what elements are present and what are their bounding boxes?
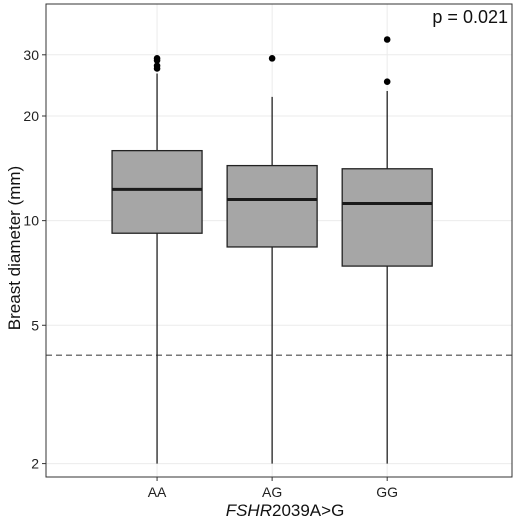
y-tick-label: 30 [23,47,39,63]
outlier-point [383,78,391,86]
y-tick-label: 5 [31,317,39,333]
x-tick-label: AA [148,484,167,500]
x-tick-labels: AA AG GG [148,477,398,500]
x-axis-title-variant: 2039A>G [272,501,344,519]
y-axis-title: Breast diameter (mm) [5,166,24,330]
outlier-point [153,55,161,62]
y-tick-label: 20 [23,108,39,124]
x-axis-title: FSHR2039A>G [226,501,345,519]
outlier-point [268,55,276,62]
outlier-point [383,36,391,43]
x-tick-label: AG [262,484,282,500]
boxes-layer [111,36,433,464]
outlier-point [153,62,161,70]
p-value-annotation: p = 0.021 [432,7,508,27]
box-AA [111,55,203,464]
y-tick-label: 10 [23,213,39,229]
x-axis-title-gene: FSHR [226,501,272,519]
y-tick-labels: 2 5 10 20 30 [23,47,46,472]
box-AG [226,55,318,464]
plot-panel-border [45,3,513,478]
x-tick-label: GG [376,484,398,500]
iqr-box [111,149,203,234]
iqr-box [341,168,433,267]
box-GG [341,36,433,464]
iqr-box [226,164,318,248]
y-tick-label: 2 [31,456,39,472]
